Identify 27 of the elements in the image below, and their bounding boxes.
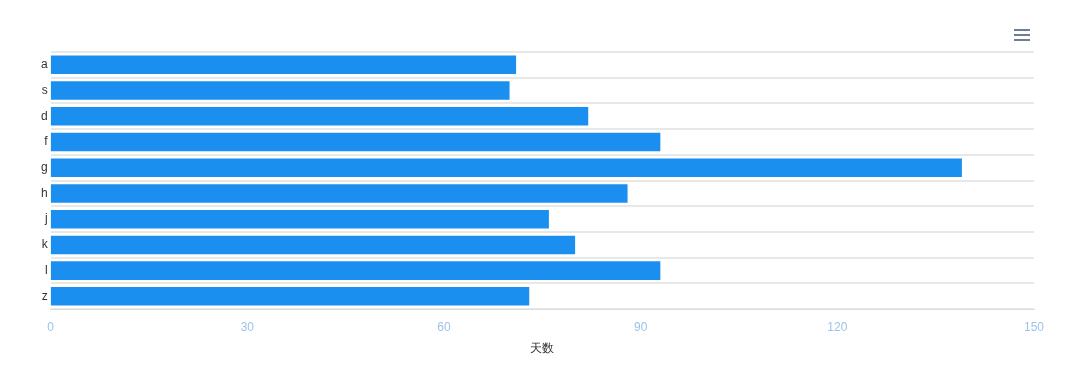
bar xyxy=(50,184,628,203)
x-tick-label: 90 xyxy=(633,319,648,334)
bar xyxy=(50,132,661,152)
x-tick-label: 150 xyxy=(1023,319,1045,334)
y-tick-label: l xyxy=(45,262,48,277)
y-tick-label: d xyxy=(40,108,48,123)
y-tick-label: z xyxy=(41,288,48,303)
bar xyxy=(50,81,510,100)
y-tick-label: f xyxy=(44,134,49,149)
x-tick-label: 60 xyxy=(437,319,451,334)
y-tick-label: h xyxy=(40,185,48,200)
bar xyxy=(50,287,530,306)
y-tick-label: s xyxy=(41,82,48,97)
y-tick-label: g xyxy=(40,160,48,175)
bar xyxy=(50,235,576,255)
x-tick-label: 0 xyxy=(47,319,55,334)
y-tick-label: j xyxy=(44,211,48,226)
y-tick-label: a xyxy=(40,57,48,72)
x-axis-title: 天数 xyxy=(530,341,555,356)
bar xyxy=(50,55,517,75)
bar xyxy=(50,158,962,177)
bar xyxy=(50,261,661,280)
x-tick-label: 30 xyxy=(240,319,255,334)
bar xyxy=(50,107,589,126)
y-tick-label: k xyxy=(41,237,49,252)
x-tick-label: 120 xyxy=(827,319,848,334)
bar xyxy=(50,209,549,229)
